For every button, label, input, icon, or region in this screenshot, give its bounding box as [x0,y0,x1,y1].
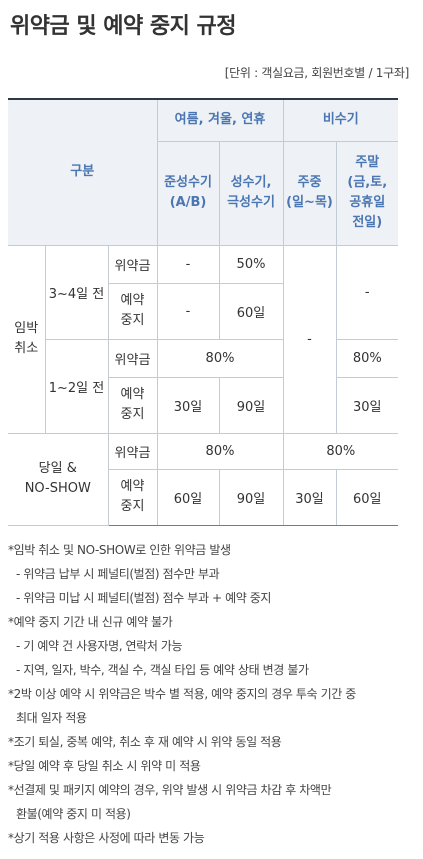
header-semi-peak: 준성수기 (A/B) [156,140,220,246]
notes-list: *임박 취소 및 NO-SHOW로 인한 위약금 발생 - 위약금 납부 시 페… [8,538,420,850]
table-cell: 60일 [156,468,220,526]
table-cell: 30일 [335,376,399,434]
table-cell: 80% [282,432,399,470]
table-cell: 60일 [335,468,399,526]
note-item: *예약 중지 기간 내 신규 예약 불가 [8,615,173,629]
table-cell: 30일 [282,468,337,526]
table-cell: - [156,244,220,284]
note-item: - 위약금 납부 시 페널티(벌점) 점수만 부과 [16,567,220,581]
penalty-table: 구분 여름, 겨울, 연휴 비수기 준성수기 (A/B) 성수기, 극성수기 주중(… [8,98,399,526]
suspend-label: 예약 중지 [107,282,158,340]
table-cell: 90일 [218,376,284,434]
table-cell: - [335,244,399,340]
penalty-label: 위약금 [107,338,158,378]
note-item: *조기 퇴실, 중복 예약, 취소 후 재 예약 시 위약 동일 적용 [8,735,282,749]
table-cell: 60일 [218,282,284,340]
table-cell: 90일 [218,468,284,526]
penalty-label: 위약금 [107,244,158,284]
unit-note: [단위 : 객실요금, 회원번호별 / 1구좌] [224,66,410,80]
header-weekday: 주중 (일~목) [282,140,337,246]
suspend-label: 예약 중지 [107,376,158,434]
suspend-label: 예약 중지 [107,468,158,526]
table-cell: 80% [156,338,284,378]
days-1-2-label: 1~2일 전 [44,338,109,434]
note-item: 환불(예약 중지 미 적용) [16,807,131,821]
table-cell: 50% [218,244,284,284]
imminent-cancel-label: 임박 취소 [8,244,46,434]
note-item: *선결제 및 패키지 예약의 경우, 위약 발생 시 위약금 차감 후 차액만 [8,783,332,797]
page-title: 위약금 및 예약 중지 규정 [10,14,237,39]
header-weekend: 주말 (금,토, 공휴일 전일) [335,140,399,246]
header-off-season: 비수기 [282,98,399,142]
note-item: 최대 일자 적용 [16,711,87,725]
header-peak-season: 여름, 겨울, 연휴 [156,98,284,142]
table-cell: 80% [335,338,399,378]
note-item: *2박 이상 예약 시 위약금은 박수 별 적용, 예약 중지의 경우 투숙 기… [8,687,356,701]
note-item: - 지역, 일자, 박수, 객실 수, 객실 타입 등 예약 상태 변경 불가 [16,663,309,677]
days-3-4-label: 3~4일 전 [44,244,109,340]
table-cell: - [156,282,220,340]
note-item: - 기 예약 건 사용자명, 연락처 가능 [16,639,183,653]
same-day-label: 당일 & NO-SHOW [8,432,109,526]
header-category: 구분 [8,98,158,246]
header-peak: 성수기, 극성수기 [218,140,284,246]
note-item: - 위약금 미납 시 페널티(벌점) 점수 부과 + 예약 중지 [16,591,272,605]
note-item: *상기 적용 사항은 사정에 따라 변동 가능 [8,831,205,845]
penalty-label: 위약금 [107,432,158,470]
note-item: *임박 취소 및 NO-SHOW로 인한 위약금 발생 [8,543,231,557]
table-cell: 30일 [156,376,220,434]
table-cell: 80% [156,432,284,470]
note-item: *당일 예약 후 당일 취소 시 위약 미 적용 [8,759,201,773]
table-cell: - [282,244,337,434]
